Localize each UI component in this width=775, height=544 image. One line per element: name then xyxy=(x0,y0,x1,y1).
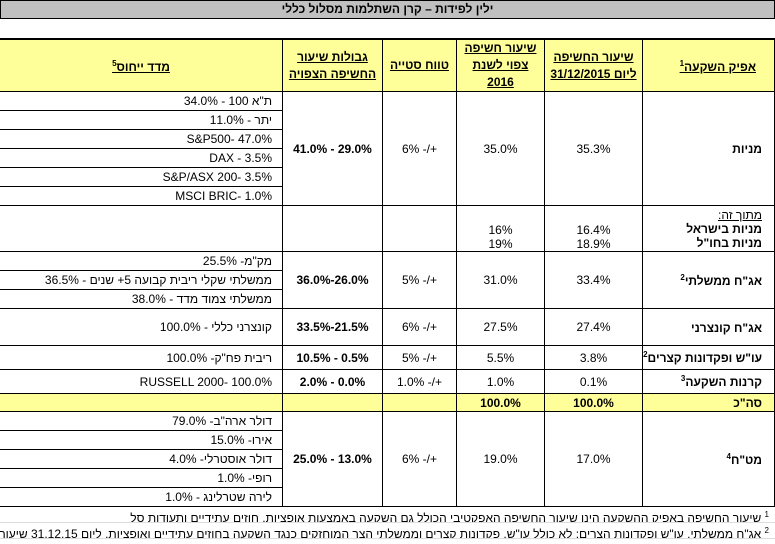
exposure-2015: 100.0% xyxy=(544,393,643,412)
value: 16% xyxy=(488,223,513,237)
spacer-row xyxy=(0,19,775,39)
header-deviation: טווח סטייה xyxy=(382,39,457,92)
deviation xyxy=(382,393,457,412)
deviation: +/- 6% xyxy=(382,411,457,507)
table-row: עו"ש ופקדונות קצרים2 3.8% 5.5% +/- 5% 0.5% -… xyxy=(0,345,775,370)
header-exposure-2016: שיעור חשיפה צפוי לשנת 2016 xyxy=(456,39,545,92)
exposure-2015: 3.8% xyxy=(544,345,643,370)
value: 18.9% xyxy=(576,237,611,251)
index-item: 100.0% -RUSSELL 2000 xyxy=(0,369,283,394)
channel-name: מט"ח4 xyxy=(642,411,775,507)
sub-channel: מניות בישראל xyxy=(686,221,762,236)
sub-channel: מניות בחו"ל xyxy=(696,235,762,250)
table-row: ממשלתי שקלי ריבית קבועה 5+ שנים - 36.5% xyxy=(0,270,775,290)
footnotes: 1 שיעור החשיפה באפיק ההשקעה הינו שיעור ה… xyxy=(0,507,775,539)
index-item: ריבית פח"ק- 100.0% xyxy=(0,345,283,370)
bounds: 21.5%-33.5% xyxy=(282,308,383,346)
deviation: +/- 6% xyxy=(382,91,457,206)
channel-name: עו"ש ופקדונות קצרים2 xyxy=(642,345,775,370)
exposure-2016: 35.0% xyxy=(456,91,545,206)
table-row: לירה שטרלינג - 1.0% xyxy=(0,487,775,507)
table-row: מניות 35.3% 35.0% +/- 6% 29.0% - 41.0% ת"א 10… xyxy=(0,91,775,206)
index-item: 1.0% -MSCI BRIC xyxy=(0,186,283,206)
exposure-2015: 17.0% xyxy=(544,411,643,507)
table-row: אג"ח ממשלתי2 33.4% 31.0% +/- 5% 26.0%-36.0% מ… xyxy=(0,251,775,309)
index-item: אירו- 15.0% xyxy=(0,430,283,450)
exposure-2016: 27.5% xyxy=(456,308,545,346)
index xyxy=(0,393,283,412)
index-item: 3.5% - DAX xyxy=(0,148,283,168)
index-item: רופי- 1.0% xyxy=(0,468,283,488)
footnote: 2 אג"ח ממשלתי, עו"ש ופקדונות הצרים: לא כ… xyxy=(0,523,775,539)
bounds: 0.5% - 10.5% xyxy=(282,345,383,370)
bounds: 26.0%-36.0% xyxy=(282,251,383,309)
exposure-2016: 1.0% xyxy=(456,369,545,394)
channel-label: אג"ח ממשלתי xyxy=(684,273,762,288)
exposure-2015: 35.3% xyxy=(544,91,643,206)
index-item: 47.0% -S&P500 xyxy=(0,129,283,149)
deviation: +/- 1.0% xyxy=(382,369,457,394)
channel-label: אג"ח קונצרני xyxy=(690,320,762,335)
exposure-2015: 16.4% 18.9% xyxy=(544,205,643,252)
bounds xyxy=(282,205,383,252)
index-item: מק"מ- 25.5% xyxy=(0,251,283,271)
value: 16.4% xyxy=(576,223,611,237)
index-item: ת"א 100 - 34.0% xyxy=(0,91,283,111)
channel-name: סה"כ xyxy=(642,393,775,412)
table-row: מט"ח4 17.0% 19.0% +/- 6% 13.0% - 25.0% דולר א… xyxy=(0,411,775,507)
bounds: 13.0% - 25.0% xyxy=(282,411,383,507)
channel-name: קרנות השקעה3 xyxy=(642,369,775,394)
exposure-2016: 31.0% xyxy=(456,251,545,309)
exposure-2016: 100.0% xyxy=(456,393,545,412)
index-item: דולר ארה"ב- 79.0% xyxy=(0,411,283,431)
index-item: 3.5% -S&P/ASX 200 xyxy=(0,167,283,187)
exposure-2016: 19.0% xyxy=(456,411,545,507)
index-item: קונצרני כללי - 100.0% xyxy=(0,308,283,346)
index xyxy=(0,205,283,252)
table-row: 47.0% -S&P500 xyxy=(0,129,775,149)
header-bounds: גבולות שיעור החשיפה הצפויה xyxy=(282,39,383,92)
header-index: מדד ייחוס5 xyxy=(0,39,283,92)
header-channel: אפיק השקעה1 xyxy=(642,39,775,92)
deviation xyxy=(382,205,457,252)
deviation: +/- 5% xyxy=(382,251,457,309)
table-row: אג"ח קונצרני 27.4% 27.5% +/- 6% 21.5%-33.5% ק… xyxy=(0,308,775,346)
exposure-2015: 0.1% xyxy=(544,369,643,394)
exposure-2016: 5.5% xyxy=(456,345,545,370)
table-row: 3.5% -S&P/ASX 200 xyxy=(0,167,775,187)
channel-name: מניות xyxy=(642,91,775,206)
table-row: מתוך זה: מניות בישראל מניות בחו"ל 16.4% 18.9… xyxy=(0,205,775,252)
table-row: אירו- 15.0% xyxy=(0,430,775,450)
deviation: +/- 6% xyxy=(382,308,457,346)
channel-label: עו"ש ופקדונות קצרים xyxy=(647,351,762,365)
exposure-2015: 27.4% xyxy=(544,308,643,346)
exposure-2016: 16% 19% xyxy=(456,205,545,252)
of-which-label: מתוך זה: xyxy=(718,207,762,222)
index-item: דולר אוסטרלי- 4.0% xyxy=(0,449,283,469)
channel-label: קרנות השקעה xyxy=(685,375,762,389)
channel-label: מט"ח xyxy=(730,452,762,467)
index-item: לירה שטרלינג - 1.0% xyxy=(0,487,283,507)
index-item: ממשלתי שקלי ריבית קבועה 5+ שנים - 36.5% xyxy=(0,270,283,290)
bounds xyxy=(282,393,383,412)
index-item: יתר - 11.0% xyxy=(0,110,283,130)
header-exposure-2015: שיעור החשיפה ליום 31/12/2015 xyxy=(544,39,643,92)
channel-breakdown: מתוך זה: מניות בישראל מניות בחו"ל xyxy=(642,205,775,252)
footnote: 1 שיעור החשיפה באפיק ההשקעה הינו שיעור ה… xyxy=(0,507,775,523)
exposure-2015: 33.4% xyxy=(544,251,643,309)
index-item: ממשלתי צמוד מדד - 38.0% xyxy=(0,289,283,309)
channel-name: אג"ח קונצרני xyxy=(642,308,775,346)
page-title: ילין לפידות – קרן השתלמות מסלול כללי xyxy=(0,0,775,19)
allocation-table: אפיק השקעה1 שיעור החשיפה ליום 31/12/2015… xyxy=(0,39,775,507)
bounds: 0.0% - 2.0% xyxy=(282,369,383,394)
table-row: דולר אוסטרלי- 4.0% xyxy=(0,449,775,469)
value: 19% xyxy=(488,237,513,251)
channel-label: מניות xyxy=(732,142,762,156)
table-row: קרנות השקעה3 0.1% 1.0% +/- 1.0% 0.0% - 2.0% 1… xyxy=(0,369,775,394)
deviation: +/- 5% xyxy=(382,345,457,370)
header-row: אפיק השקעה1 שיעור החשיפה ליום 31/12/2015… xyxy=(0,39,775,92)
channel-name: אג"ח ממשלתי2 xyxy=(642,251,775,309)
total-row: סה"כ 100.0% 100.0% xyxy=(0,393,775,412)
bounds: 29.0% - 41.0% xyxy=(282,91,383,206)
